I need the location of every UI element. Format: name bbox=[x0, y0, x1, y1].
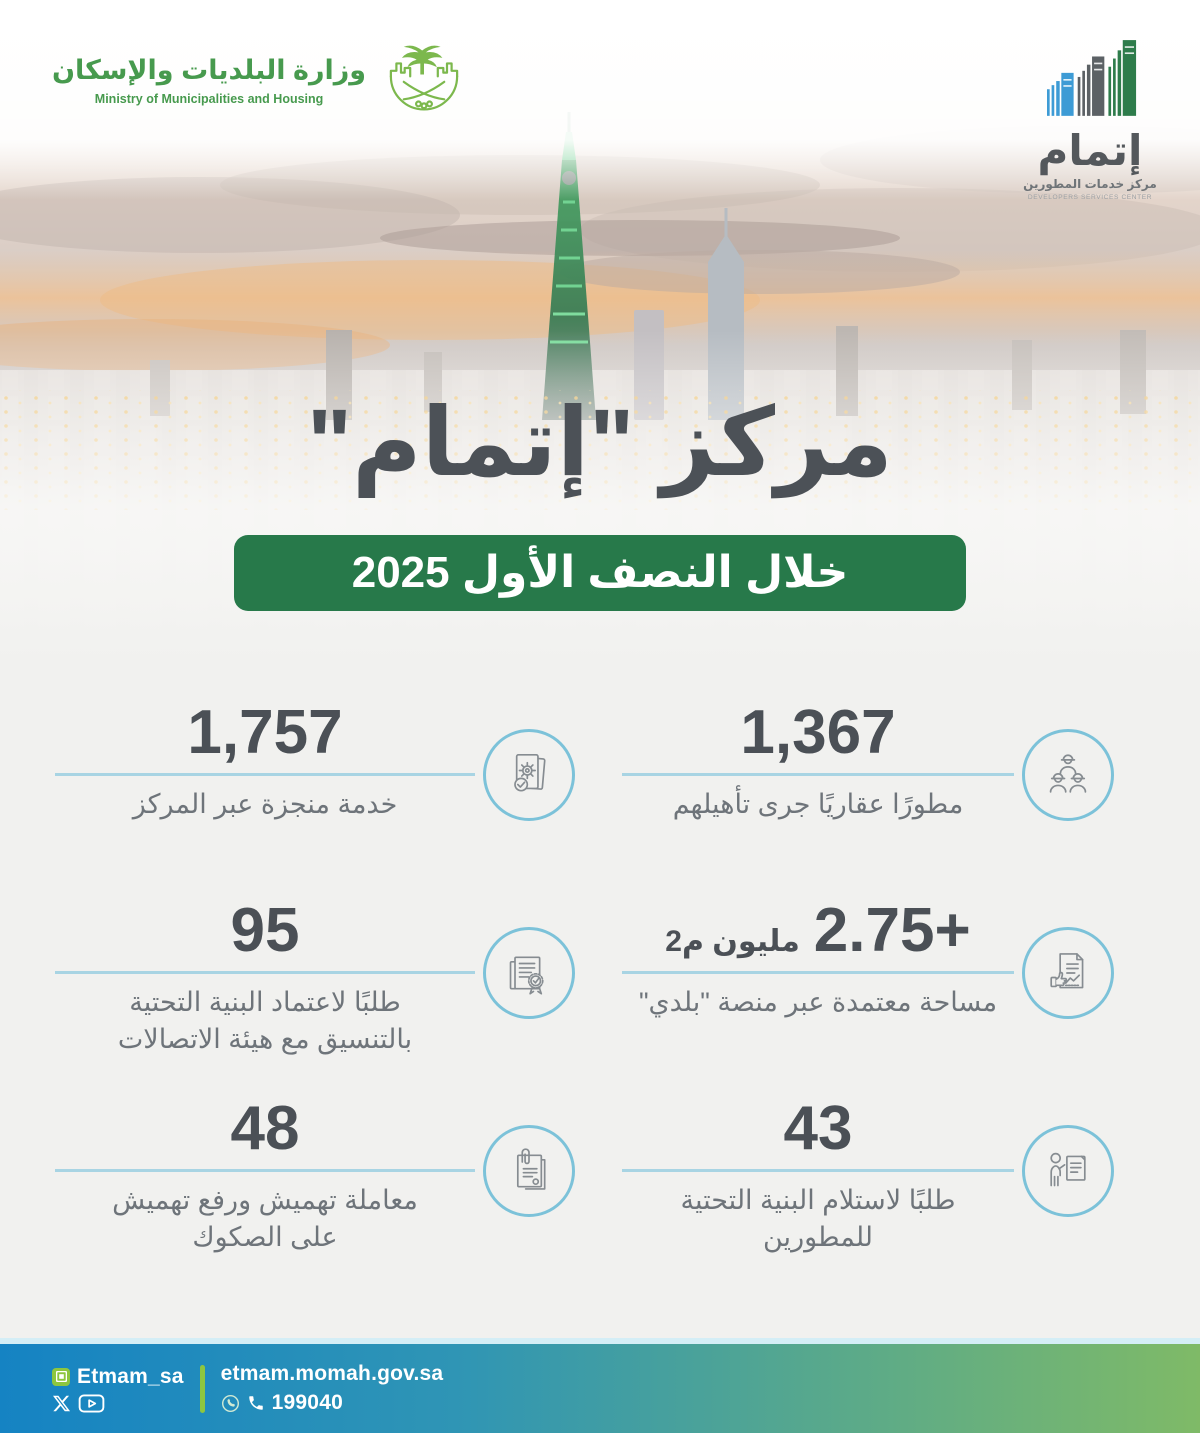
stat-value: 95 bbox=[230, 896, 300, 965]
stat-label: مطورًا عقاريًا جرى تأهيلهم bbox=[672, 788, 964, 819]
stat-infrastructure-approval-requests: 95 طلبًا لاعتماد البنية التحتية بالتنسيق… bbox=[55, 898, 575, 1059]
stat-icon-circle bbox=[483, 927, 575, 1019]
stat-underline bbox=[622, 1169, 1014, 1172]
phone-number[interactable]: 199040 bbox=[271, 1391, 343, 1414]
social-handle[interactable]: Etmam_sa bbox=[77, 1364, 184, 1388]
stat-icon-circle bbox=[483, 1125, 575, 1217]
thumbs-up-document-icon bbox=[1050, 953, 1084, 989]
etmam-tagline-arabic: مركز خدمات المطورين bbox=[1023, 177, 1157, 192]
stat-infrastructure-handover-requests: 43 طلبًا لاستلام البنية التحتية للمطورين bbox=[622, 1096, 1114, 1257]
stat-underline bbox=[55, 971, 475, 974]
stat-approved-area: مليون م2 2.75+ مساحة معتمدة عبر منصة "بل… bbox=[622, 898, 1114, 1021]
phone-icon bbox=[248, 1396, 263, 1410]
construction-workers-icon bbox=[1049, 754, 1087, 793]
etmam-name-arabic: إتمام bbox=[1037, 127, 1143, 174]
person-document-icon bbox=[1050, 1152, 1086, 1187]
etmam-logo: إتمام مركز خدمات المطورين DEVELOPERS SER… bbox=[1020, 36, 1160, 201]
ministry-emblem-icon bbox=[389, 45, 459, 111]
stat-services-completed: 1,757 خدمة منجزة عبر المركز bbox=[55, 700, 575, 823]
hero-section: وزارة البلديات والإسكان Ministry of Muni… bbox=[0, 0, 1200, 660]
website-url[interactable]: etmam.momah.gov.sa bbox=[220, 1362, 444, 1385]
stat-value: 1,757 bbox=[187, 698, 343, 767]
stat-label: معاملة تهميش ورفع تهميش على الصكوك bbox=[112, 1184, 418, 1253]
stat-unit: مليون م2 bbox=[665, 925, 800, 958]
footer: Etmam_sa etmam.momah.gov.sa bbox=[0, 1344, 1200, 1433]
stat-icon-circle bbox=[483, 729, 575, 821]
stat-underline bbox=[55, 1169, 475, 1172]
certificate-seal-icon bbox=[509, 956, 544, 995]
period-banner: خلال النصف الأول 2025 bbox=[234, 535, 966, 611]
stat-developers-qualified: 1,367 مطورًا عقاريًا جرى تأهيلهم bbox=[622, 700, 1114, 823]
x-twitter-icon[interactable] bbox=[52, 1394, 71, 1413]
paperclip-document-icon bbox=[516, 1148, 546, 1190]
stat-deed-annotation-transactions: 48 معاملة تهميش ورفع تهميش على الصكوك bbox=[55, 1096, 575, 1257]
stat-underline bbox=[55, 773, 475, 776]
documents-gear-check-icon bbox=[514, 754, 546, 792]
stat-icon-circle bbox=[1022, 927, 1114, 1019]
etmam-buildings-icon bbox=[1047, 40, 1137, 116]
etmam-tagline-english: DEVELOPERS SERVICES CENTER bbox=[1027, 194, 1153, 202]
riyadh-skyline-photo bbox=[0, 0, 1200, 660]
ministry-logo: وزارة البلديات والإسكان Ministry of Muni… bbox=[52, 32, 470, 128]
ministry-name-english: Ministry of Municipalities and Housing bbox=[94, 91, 324, 106]
whatsapp-icon[interactable] bbox=[221, 1394, 240, 1413]
stat-value: 43 bbox=[783, 1094, 853, 1163]
stat-icon-circle bbox=[1022, 1125, 1114, 1217]
ministry-name-arabic: وزارة البلديات والإسكان bbox=[52, 54, 367, 85]
footer-top-strip bbox=[0, 1338, 1200, 1344]
youtube-icon[interactable] bbox=[78, 1393, 105, 1413]
stat-value: 1,367 bbox=[740, 698, 896, 767]
stat-value: 48 bbox=[230, 1094, 300, 1163]
page-title: مركز "إتمام" bbox=[307, 390, 894, 496]
footer-divider bbox=[199, 1364, 205, 1413]
stat-icon-circle bbox=[1022, 729, 1114, 821]
stat-label: خدمة منجزة عبر المركز bbox=[132, 788, 398, 819]
stat-value: 2.75+ bbox=[813, 896, 971, 965]
stat-underline bbox=[622, 971, 1014, 974]
stat-underline bbox=[622, 773, 1014, 776]
stat-label: مساحة معتمدة عبر منصة "بلدي" bbox=[638, 986, 998, 1017]
stat-label: طلبًا لاعتماد البنية التحتية بالتنسيق مع… bbox=[117, 986, 413, 1055]
stat-label: طلبًا لاستلام البنية التحتية للمطورين bbox=[680, 1184, 956, 1253]
etmam-badge-icon bbox=[52, 1367, 70, 1386]
